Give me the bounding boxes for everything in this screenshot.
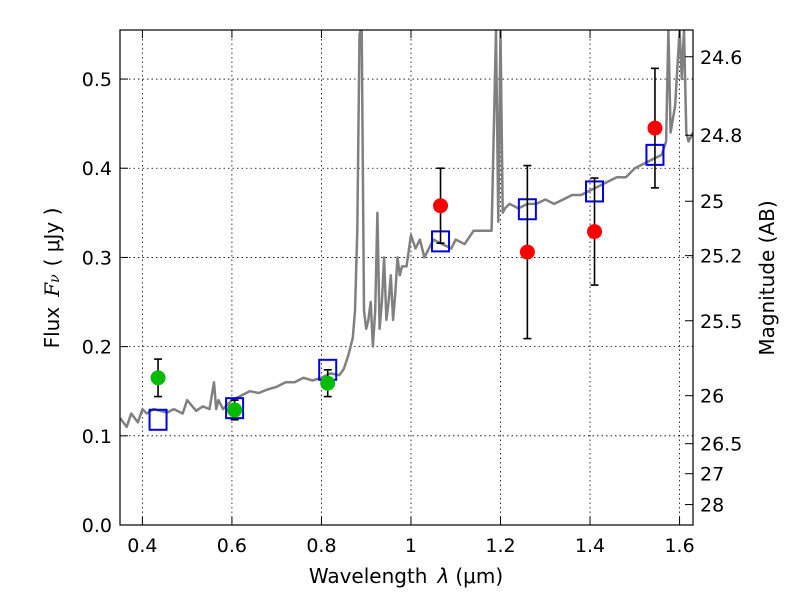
axes-layer: 0.4 0.6 0.8 1 1.2 1.4 1.6 0.0 0.1 0.2 0.3 0.4 0.5 24.… (82, 30, 742, 557)
x-tick-label: 1.2 (485, 535, 515, 557)
x-tick-label: 0.4 (127, 535, 157, 557)
y-tick-label: 0.5 (82, 69, 112, 91)
y2-tick-label: 24.8 (700, 125, 742, 147)
y2-tick-label: 28 (700, 495, 724, 517)
observed-point (647, 120, 663, 136)
model-square-point (148, 408, 168, 431)
observed-point (320, 375, 336, 391)
x-tick-label: 0.8 (306, 535, 336, 557)
y-axis-title: FluxFν( μJy ) (40, 208, 64, 349)
x-tick-label: 0.6 (217, 535, 247, 557)
y-tick-label: 0.3 (82, 247, 112, 269)
x-axis-title: Wavelength λ (μm) (309, 564, 503, 588)
y2-tick-label: 26.5 (700, 434, 742, 456)
y2-tick-label: 24.6 (700, 47, 742, 69)
spectrum-layer (120, 30, 693, 429)
x-tick-label: 1.6 (664, 535, 694, 557)
y-tick-label: 0.2 (82, 337, 112, 359)
points-layer (148, 67, 665, 431)
observed-point (227, 402, 243, 418)
y-tick-label: 0.0 (82, 515, 112, 537)
x-tick-label: 1 (405, 535, 417, 557)
y2-tick-label: 25.5 (700, 311, 742, 333)
observed-point (587, 224, 603, 240)
y2-tick-label: 27 (700, 464, 724, 486)
observed-point (433, 198, 449, 214)
x-tick-label: 1.4 (575, 535, 605, 557)
y2-axis-title: Magnitude (AB) (755, 200, 779, 355)
observed-point (150, 370, 166, 386)
y-tick-label: 0.1 (82, 426, 112, 448)
y-tick-label: 0.4 (82, 158, 112, 180)
observed-point (519, 244, 535, 260)
y2-tick-label: 25.2 (700, 246, 742, 268)
y2-tick-label: 25 (700, 191, 724, 213)
grid-layer (120, 30, 693, 526)
plot-frame (119, 29, 694, 526)
y2-tick-label: 26 (700, 386, 724, 408)
spectrum-line (120, 30, 693, 429)
